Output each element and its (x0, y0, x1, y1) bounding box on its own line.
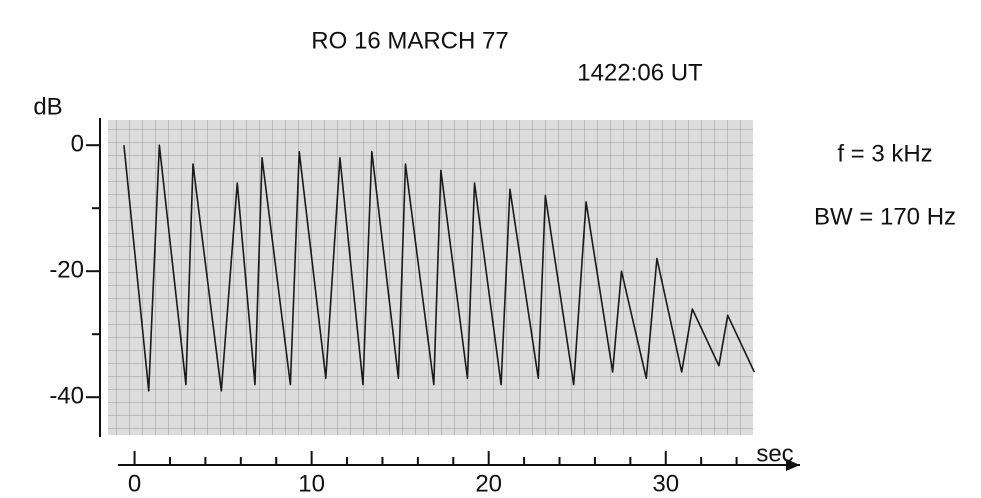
y-tick-label: 0 (71, 131, 84, 158)
x-tick-label: 30 (652, 470, 679, 497)
chart-subtitle: 1422:06 UT (577, 59, 703, 86)
y-tick-label: -40 (49, 383, 84, 410)
y-axis-label: dB (33, 93, 62, 120)
trace (123, 144, 756, 392)
x-tick-label: 0 (128, 470, 141, 497)
annotation: f = 3 kHz (837, 140, 932, 167)
chart-title: RO 16 MARCH 77 (311, 27, 508, 54)
chart-paper (108, 120, 753, 435)
x-axis-arrow (786, 459, 800, 471)
y-tick-label: -20 (49, 257, 84, 284)
annotation: BW = 170 Hz (814, 203, 956, 230)
x-tick-label: 10 (298, 470, 325, 497)
x-tick-label: 20 (475, 470, 502, 497)
